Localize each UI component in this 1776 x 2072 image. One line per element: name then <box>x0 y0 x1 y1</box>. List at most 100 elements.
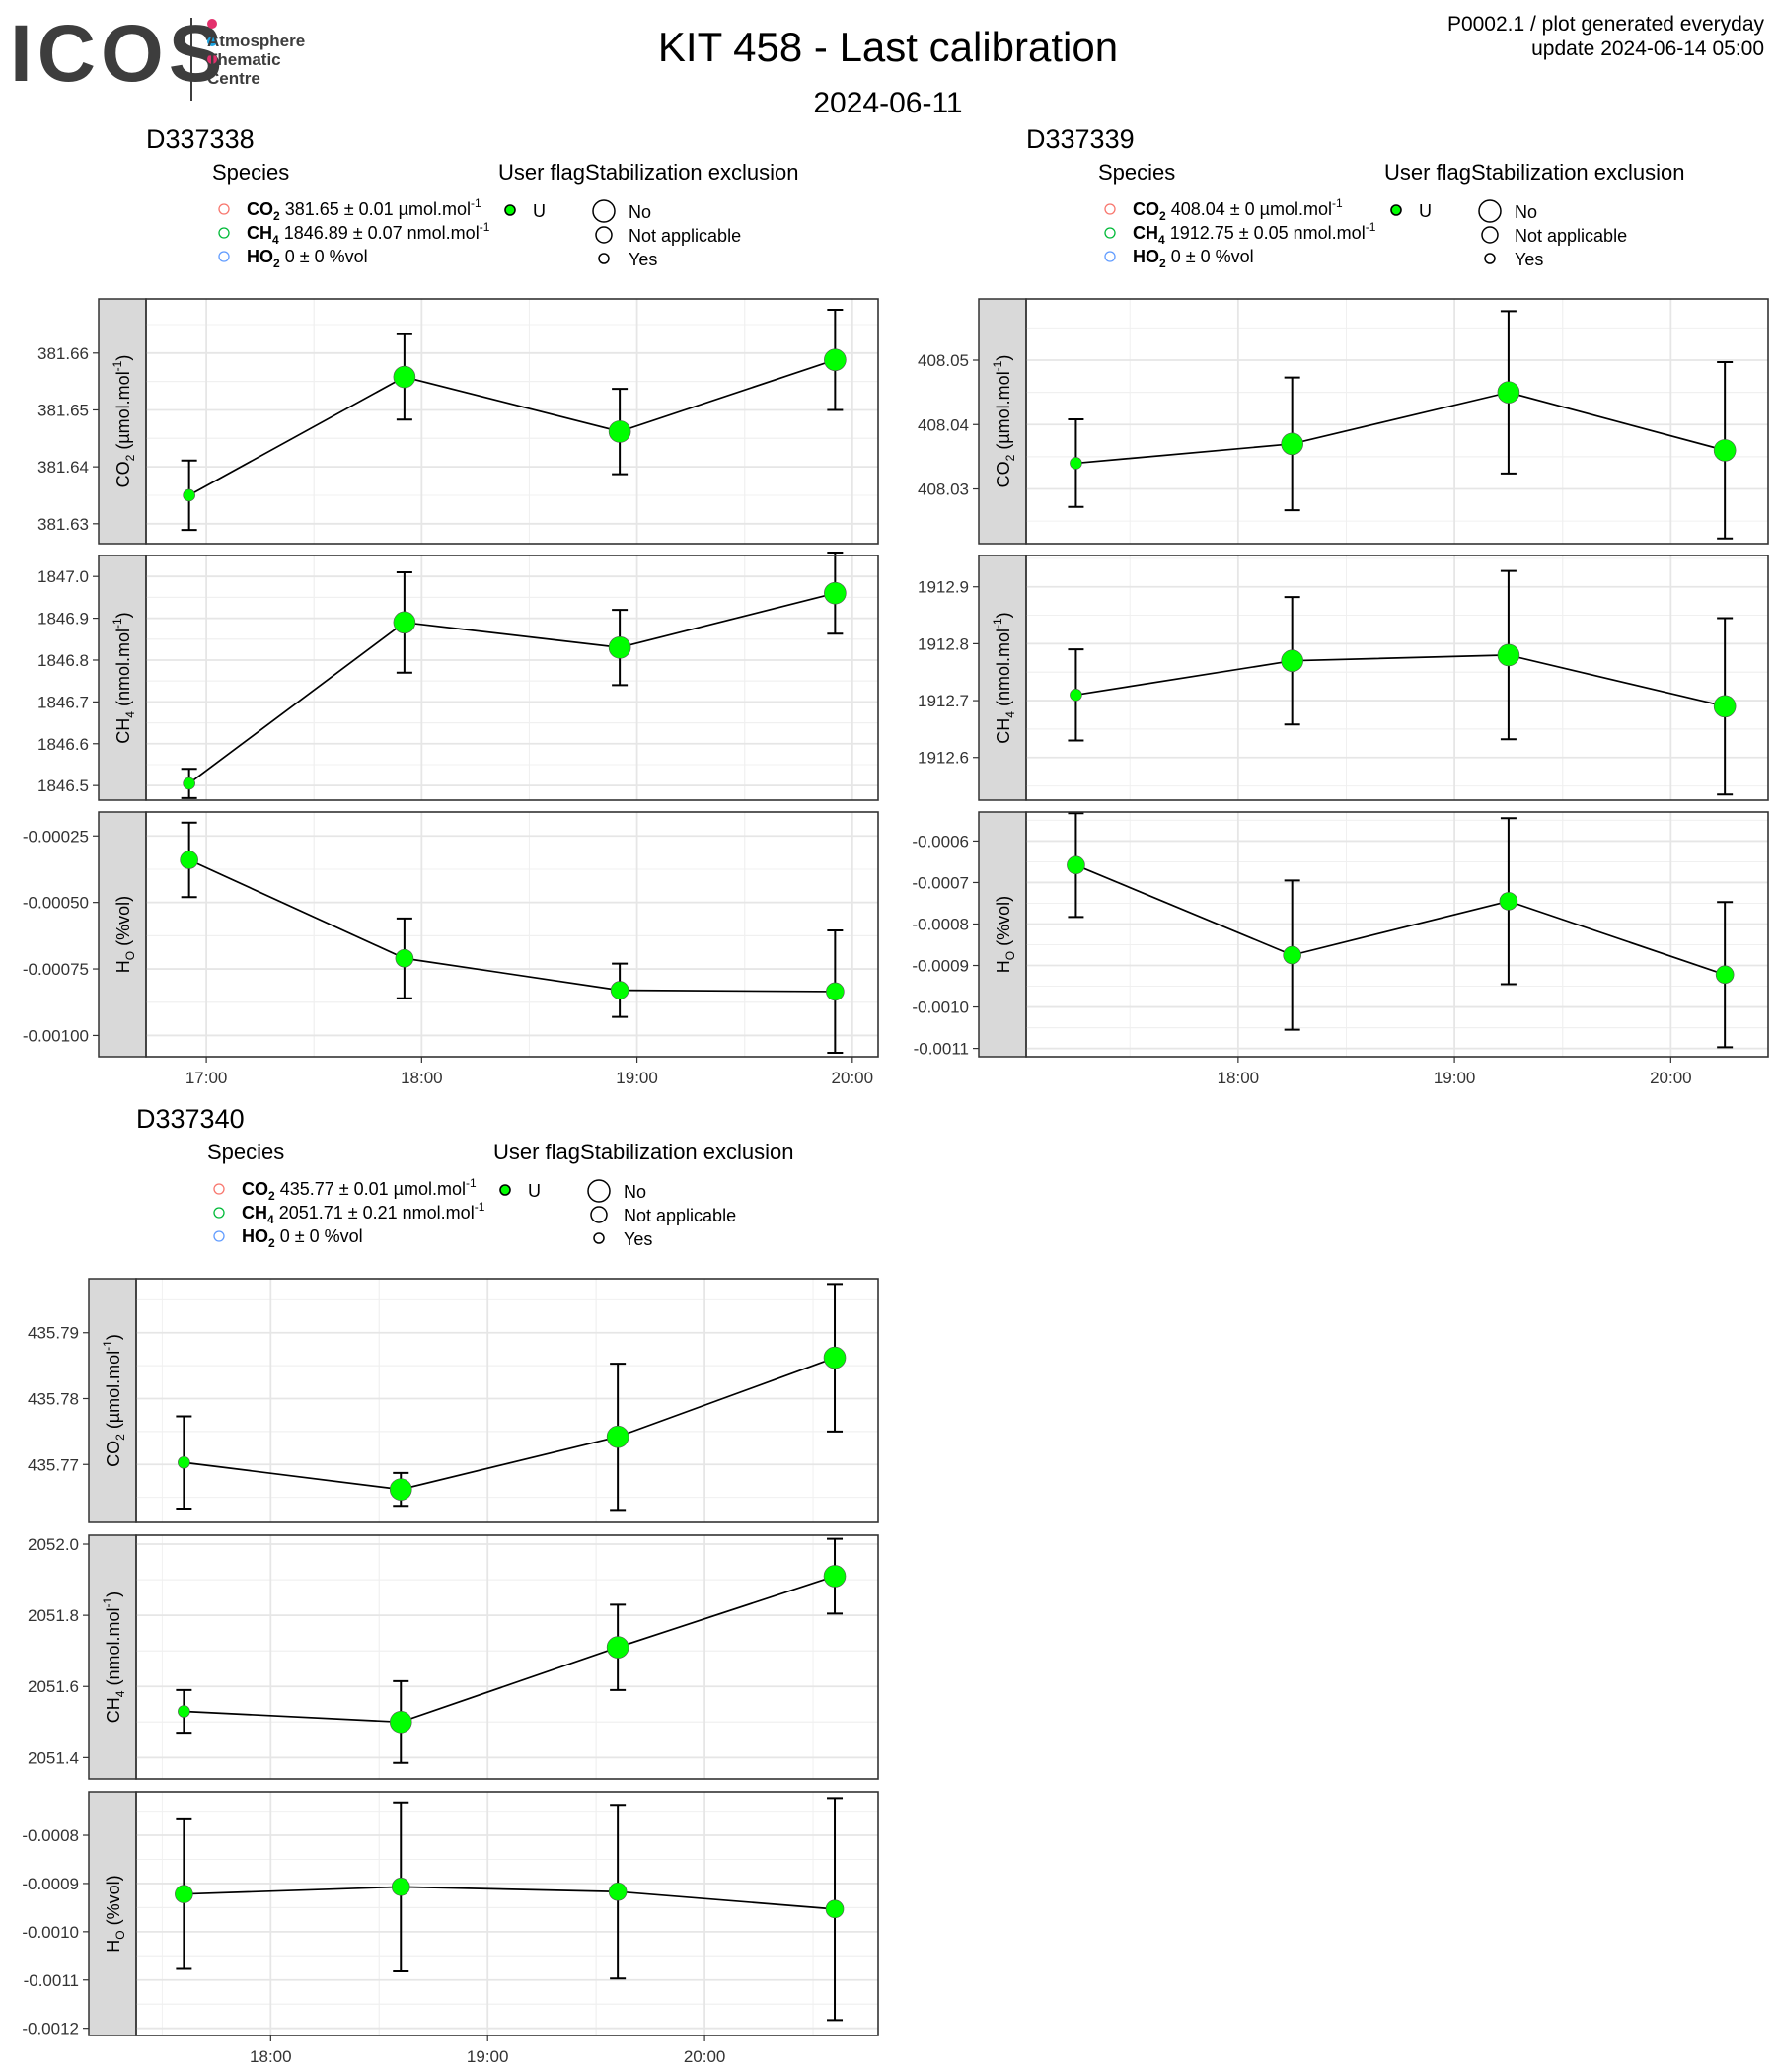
legend-stab-key <box>587 1179 611 1203</box>
legend-species-key <box>213 1183 225 1195</box>
generation-line-2: update 2024-06-14 05:00 <box>1531 37 1764 60</box>
legend-stab-label: No <box>629 202 651 222</box>
y-tick-label: -0.0006 <box>912 832 969 851</box>
data-point <box>1713 439 1737 462</box>
legend-species-h2o: HO2 0 ± 0 %vol <box>247 247 368 270</box>
data-point <box>175 1885 193 1903</box>
x-tick-label: 18:00 <box>1218 1069 1260 1087</box>
y-tick-label: 408.05 <box>918 351 969 370</box>
legend-flag-label: U <box>533 201 546 221</box>
y-tick-label: 381.65 <box>37 401 89 419</box>
x-tick-label: 17:00 <box>185 1069 228 1087</box>
data-point <box>1497 381 1520 404</box>
x-tick-label: 20:00 <box>684 2047 726 2066</box>
y-tick-label: -0.0009 <box>22 1875 79 1893</box>
legend-species-co2: CO2 435.77 ± 0.01 µmol.mol-1 <box>242 1176 477 1203</box>
panel-strip <box>88 1278 137 1523</box>
panel-strip <box>88 1791 137 2036</box>
y-tick-label: 435.78 <box>28 1389 79 1408</box>
y-tick-label: 381.64 <box>37 458 89 477</box>
panel-strip <box>978 555 1027 801</box>
data-point <box>389 1711 412 1734</box>
legend-stab-key <box>1478 199 1502 223</box>
data-point <box>1070 689 1082 702</box>
panel-2: CH4 (nmol.mol-1) 2051.4 2051.6 2051.8 2052.0 <box>28 1534 879 1780</box>
legend-stab-label: No <box>624 1182 646 1202</box>
legend-stab-key <box>1484 253 1496 264</box>
legend-stab-key <box>593 1232 605 1244</box>
y-tick-label: 435.77 <box>28 1455 79 1474</box>
cylinder-title: D337338 <box>146 124 255 154</box>
y-axis-label: CO2 (µmol.mol-1) <box>111 355 137 488</box>
y-tick-label: 435.79 <box>28 1324 79 1343</box>
legend-species-ch4: CH4 1846.89 ± 0.07 nmol.mol-1 <box>247 220 490 247</box>
generation-info: P0002.1 / plot generated everyday update… <box>1447 12 1764 61</box>
panel-border <box>145 555 879 801</box>
series-line <box>188 592 836 784</box>
y-tick-label: -0.00100 <box>23 1026 89 1045</box>
panel-border <box>145 298 879 545</box>
panel-border <box>1025 555 1769 801</box>
y-tick-label: 1846.9 <box>37 610 89 629</box>
y-tick-label: 1912.6 <box>918 749 969 768</box>
data-point <box>823 1565 847 1588</box>
legend-species-key <box>1104 251 1116 262</box>
data-point <box>826 982 845 1001</box>
generation-line-1: P0002.1 / plot generated everyday <box>1446 13 1764 36</box>
y-tick-label: 408.04 <box>918 415 969 434</box>
legend-stab-label: No <box>1515 202 1537 222</box>
panel-border <box>135 1791 879 2036</box>
logo-wordmark: ICOS <box>10 9 228 99</box>
data-point <box>178 1455 190 1469</box>
y-tick-label: -0.0010 <box>22 1923 79 1942</box>
panel-strip <box>978 298 1027 545</box>
data-point <box>183 777 195 790</box>
data-point <box>393 611 416 634</box>
legend-species-h2o: HO2 0 ± 0 %vol <box>1133 247 1254 270</box>
x-tick-label: 18:00 <box>401 1069 443 1087</box>
panel-1: CO2 (µmol.mol-1) 408.03 408.04 408.05 <box>918 298 1769 545</box>
y-axis-label: CO2 (µmol.mol-1) <box>991 355 1017 488</box>
cylinder-title: D337339 <box>1026 124 1135 154</box>
y-tick-label: 1846.5 <box>37 777 89 795</box>
series-line <box>1075 391 1726 465</box>
legend-species-co2: CO2 408.04 ± 0 µmol.mol-1 <box>1133 196 1343 223</box>
legend-stab-key <box>595 226 613 244</box>
panel-border <box>135 1278 879 1523</box>
series-line <box>184 1575 836 1724</box>
legend-flag-key <box>499 1184 511 1196</box>
y-axis-label: CH4 (nmol.mol-1) <box>101 1591 127 1723</box>
panel-3: HO (%vol) -0.0006 -0.0007 -0.0008 -0.0009 -0.… <box>912 811 1769 1087</box>
data-point <box>1497 643 1520 667</box>
panel-strip <box>98 298 147 545</box>
y-tick-label: -0.0007 <box>912 873 969 892</box>
y-tick-label: 381.63 <box>37 515 89 534</box>
legend-flag-title: User flagStabilization exclusion <box>1384 160 1685 185</box>
y-tick-label: 1847.0 <box>37 567 89 586</box>
y-axis-label: HO (%vol) <box>994 896 1017 973</box>
data-point <box>1283 945 1301 965</box>
panel-3: HO (%vol) -0.00025 -0.00050 -0.00075 -0.0010… <box>23 811 879 1087</box>
data-point <box>1281 649 1303 672</box>
logo-dot-3 <box>207 54 217 64</box>
y-tick-label: 1846.6 <box>37 735 89 754</box>
panel-border <box>135 1534 879 1780</box>
x-tick-label: 19:00 <box>467 2047 509 2066</box>
legend-species-key <box>1104 203 1116 215</box>
data-point <box>610 981 629 999</box>
legend-stab-key <box>1481 226 1499 244</box>
data-point <box>1070 457 1082 470</box>
panel-strip <box>88 1534 137 1780</box>
series-line <box>184 1357 836 1491</box>
data-point <box>608 635 631 659</box>
x-tick-label: 20:00 <box>832 1069 874 1087</box>
legend-species-key <box>213 1230 225 1242</box>
page-title: KIT 458 - Last calibration <box>657 24 1119 70</box>
y-tick-label: -0.00050 <box>23 894 89 913</box>
data-point <box>825 1899 845 1919</box>
legend-species-key <box>218 203 230 215</box>
panel-strip <box>98 555 147 801</box>
y-tick-label: 2051.4 <box>28 1748 79 1767</box>
legend-flag-title: User flagStabilization exclusion <box>493 1140 794 1164</box>
